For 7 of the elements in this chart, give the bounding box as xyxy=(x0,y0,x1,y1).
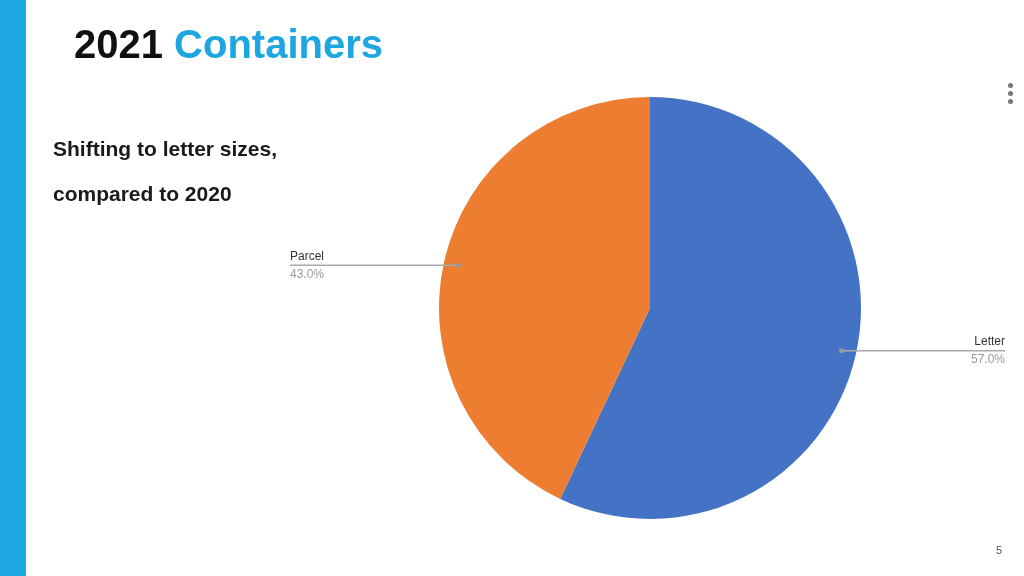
data-label: 43.0% xyxy=(290,266,325,281)
slice-label: Letter xyxy=(974,334,1005,349)
text: 5 xyxy=(995,544,1002,556)
text: Shifting to letter sizes, compared to 2020 xyxy=(53,136,279,207)
slice-label: Parcel xyxy=(290,248,325,263)
chart-title: 2021 Containers xyxy=(74,22,384,67)
data-label: 57.0% xyxy=(970,352,1006,367)
